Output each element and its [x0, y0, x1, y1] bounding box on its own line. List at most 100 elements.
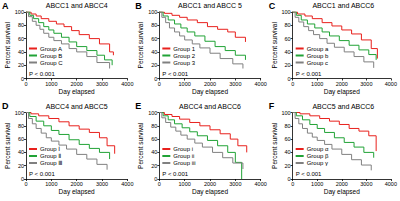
svg-text:ABCC4 and ABCC6: ABCC4 and ABCC6	[179, 103, 241, 110]
svg-text:4000: 4000	[385, 181, 397, 187]
svg-text:Group ii: Group ii	[173, 153, 194, 159]
svg-text:Group 3: Group 3	[173, 60, 195, 66]
svg-text:3000: 3000	[360, 181, 372, 187]
svg-text:Percent survival: Percent survival	[4, 22, 11, 69]
svg-text:3000: 3000	[96, 181, 108, 187]
svg-text:P < 0.001: P < 0.001	[296, 171, 322, 177]
svg-text:20: 20	[285, 163, 291, 169]
svg-text:Group 1: Group 1	[173, 46, 195, 52]
svg-text:80: 80	[285, 123, 291, 129]
svg-text:Group a: Group a	[307, 46, 329, 52]
svg-text:P < 0.001: P < 0.001	[29, 71, 55, 77]
svg-text:60: 60	[18, 36, 24, 42]
svg-text:3000: 3000	[229, 181, 241, 187]
svg-text:2000: 2000	[71, 181, 83, 187]
svg-text:ABCC1 and ABCC 5: ABCC1 and ABCC 5	[178, 2, 242, 9]
svg-text:20: 20	[151, 163, 157, 169]
svg-text:4000: 4000	[255, 181, 267, 187]
svg-text:60: 60	[151, 36, 157, 42]
svg-text:3000: 3000	[360, 81, 372, 87]
svg-text:4000: 4000	[255, 81, 267, 87]
svg-text:C: C	[269, 1, 276, 11]
svg-text:Group β: Group β	[307, 153, 329, 159]
svg-text:Percent survival: Percent survival	[137, 122, 144, 169]
svg-text:D: D	[2, 101, 9, 111]
svg-text:1000: 1000	[45, 81, 57, 87]
svg-text:A: A	[2, 1, 9, 11]
svg-text:40: 40	[18, 149, 24, 155]
svg-text:60: 60	[285, 36, 291, 42]
svg-text:2000: 2000	[336, 181, 348, 187]
svg-text:20: 20	[151, 62, 157, 68]
svg-text:P < 0.001: P < 0.001	[296, 71, 322, 77]
svg-text:4000: 4000	[121, 81, 133, 87]
svg-text:Group b: Group b	[307, 53, 329, 59]
svg-text:2000: 2000	[71, 81, 83, 87]
svg-text:4000: 4000	[121, 181, 133, 187]
svg-text:100: 100	[148, 110, 157, 116]
svg-text:100: 100	[148, 9, 157, 15]
svg-text:100: 100	[281, 9, 290, 15]
svg-text:1000: 1000	[311, 81, 323, 87]
svg-text:Group Ⅰ: Group Ⅰ	[40, 146, 60, 152]
svg-text:0: 0	[291, 181, 294, 187]
svg-text:100: 100	[281, 110, 290, 116]
svg-text:Group i: Group i	[173, 146, 193, 152]
svg-text:100: 100	[15, 110, 24, 116]
svg-text:0: 0	[24, 81, 27, 87]
svg-text:3000: 3000	[229, 81, 241, 87]
svg-text:0: 0	[158, 81, 161, 87]
svg-text:Percent survival: Percent survival	[271, 122, 278, 169]
svg-text:Group A: Group A	[40, 46, 62, 52]
svg-text:P < 0.001: P < 0.001	[162, 71, 188, 77]
svg-text:E: E	[135, 101, 141, 111]
svg-text:Group C: Group C	[40, 60, 63, 66]
svg-text:60: 60	[151, 136, 157, 142]
svg-text:ABCC1 and ABCC6: ABCC1 and ABCC6	[312, 2, 374, 9]
svg-text:Group α: Group α	[307, 146, 329, 152]
svg-text:2000: 2000	[204, 81, 216, 87]
svg-text:1000: 1000	[179, 81, 191, 87]
svg-text:0: 0	[24, 181, 27, 187]
svg-text:2000: 2000	[204, 181, 216, 187]
svg-text:40: 40	[285, 149, 291, 155]
svg-text:Day elapsed: Day elapsed	[192, 88, 229, 96]
svg-text:40: 40	[18, 49, 24, 55]
svg-text:P < 0.001: P < 0.001	[29, 171, 55, 177]
svg-text:Day elapsed: Day elapsed	[324, 88, 361, 96]
svg-text:ABCC5 and ABCC6: ABCC5 and ABCC6	[312, 103, 374, 110]
svg-text:60: 60	[18, 136, 24, 142]
svg-text:20: 20	[285, 62, 291, 68]
svg-text:Percent survival: Percent survival	[4, 122, 11, 169]
svg-text:Group Ⅲ: Group Ⅲ	[40, 160, 62, 166]
svg-text:0: 0	[291, 81, 294, 87]
svg-text:0: 0	[158, 181, 161, 187]
svg-text:ABCC1 and ABCC4: ABCC1 and ABCC4	[46, 2, 108, 9]
svg-text:F: F	[269, 101, 275, 111]
svg-text:Group γ: Group γ	[307, 160, 328, 166]
svg-text:40: 40	[151, 49, 157, 55]
svg-text:Day elapsed: Day elapsed	[324, 188, 361, 196]
svg-text:Group c: Group c	[307, 60, 328, 66]
svg-text:80: 80	[18, 22, 24, 28]
svg-text:80: 80	[18, 123, 24, 129]
svg-text:60: 60	[285, 136, 291, 142]
svg-text:Day elapsed: Day elapsed	[59, 188, 96, 196]
svg-text:100: 100	[15, 9, 24, 15]
svg-text:80: 80	[151, 123, 157, 129]
svg-text:80: 80	[285, 22, 291, 28]
svg-text:40: 40	[151, 149, 157, 155]
svg-text:1000: 1000	[311, 181, 323, 187]
svg-text:Day elapsed: Day elapsed	[59, 88, 96, 96]
svg-text:3000: 3000	[96, 81, 108, 87]
svg-text:1000: 1000	[45, 181, 57, 187]
svg-text:B: B	[135, 1, 142, 11]
svg-text:1000: 1000	[179, 181, 191, 187]
svg-text:4000: 4000	[385, 81, 397, 87]
svg-text:Percent survival: Percent survival	[271, 22, 278, 69]
svg-text:80: 80	[151, 22, 157, 28]
svg-text:Group Ⅱ: Group Ⅱ	[40, 153, 61, 159]
svg-text:ABCC4 and ABCC5: ABCC4 and ABCC5	[46, 103, 108, 110]
svg-text:Percent survival: Percent survival	[137, 22, 144, 69]
svg-text:40: 40	[285, 49, 291, 55]
